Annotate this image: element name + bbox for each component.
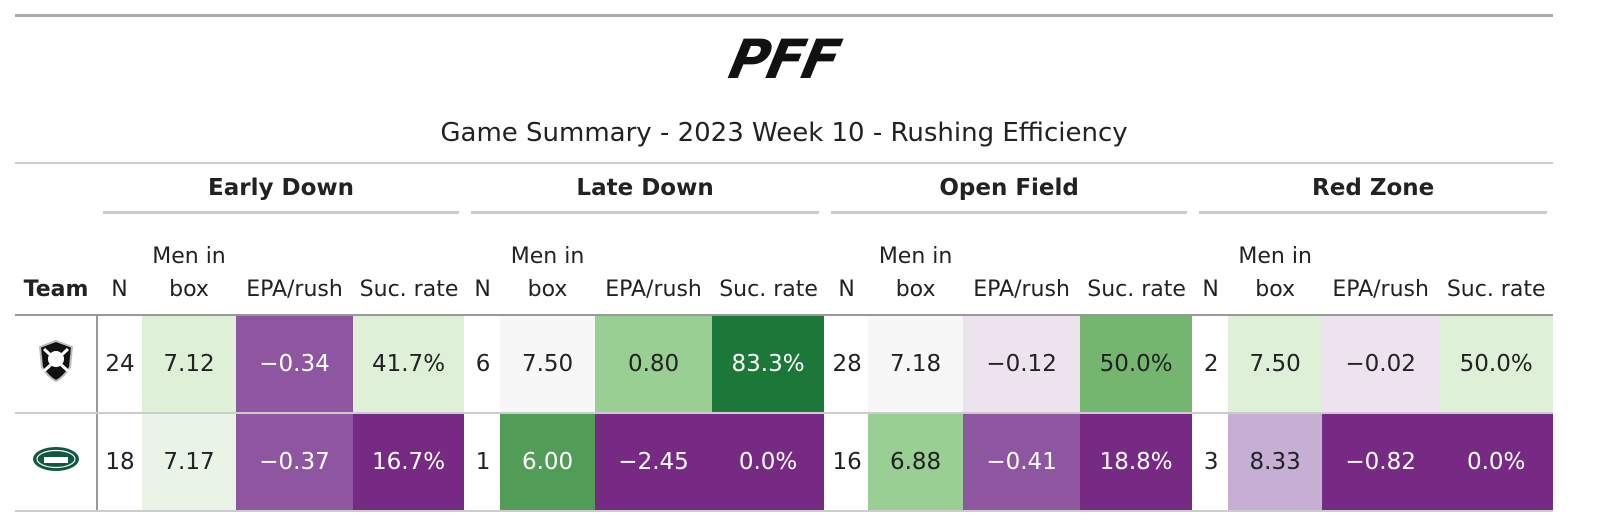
stat-cell: 6 (464, 315, 501, 414)
group-header: Late Down (465, 163, 825, 216)
stat-cell: 16.7% (353, 413, 466, 512)
title: Game Summary - 2023 Week 10 - Rushing Ef… (440, 118, 1128, 148)
stat-cell: 16 (824, 413, 869, 512)
stat-cell: −0.02 (1322, 315, 1440, 414)
column-header: Suc. rate (712, 216, 826, 316)
stat-cell: −0.12 (963, 315, 1081, 414)
team-row: 24 7.12 −0.34 41.7% 6 7.50 0.80 83.3% 28 7.18 −0.1… (15, 315, 1554, 414)
stat-cell: 18.8% (1080, 413, 1194, 512)
summary: PFF Game Summary - 2023 Week 10 - Rushin… (15, 14, 1554, 512)
stat-cell: 50.0% (1080, 315, 1194, 414)
stat-cell: 83.3% (712, 315, 826, 414)
group-header: Red Zone (1193, 163, 1553, 216)
column-header: EPA/rush (236, 216, 353, 316)
stat-cell: 7.18 (868, 315, 964, 414)
column-header: EPA/rush (1322, 216, 1440, 316)
stat-cell: 0.0% (1439, 413, 1554, 512)
team-logo (38, 339, 73, 383)
stat-cell: 18 (97, 413, 142, 512)
stat-cell: 2 (1192, 315, 1229, 414)
column-header: N (97, 216, 142, 316)
group-label: Red Zone (1199, 167, 1548, 214)
stat-cell: 41.7% (353, 315, 466, 414)
stat-cell: −0.82 (1322, 413, 1440, 512)
column-header: Men in box (142, 216, 236, 316)
column-header: Suc. rate (353, 216, 466, 316)
stat-cell: 28 (824, 315, 869, 414)
stat-cell: 7.17 (142, 413, 236, 512)
team-logo-cell (15, 413, 98, 512)
group-row: Early Down Late Down Open Field Red Zone (15, 163, 1553, 216)
logo: PFF (723, 28, 845, 91)
stat-cell: 1 (464, 413, 501, 512)
stat-cell: −0.37 (236, 413, 353, 512)
column-header: EPA/rush (595, 216, 713, 316)
column-header: Suc. rate (1080, 216, 1194, 316)
group-label: Open Field (831, 167, 1188, 214)
team-header: Team (15, 216, 97, 316)
stat-cell: −2.45 (595, 413, 713, 512)
stat-cell: 6.88 (868, 413, 964, 512)
group-header: Open Field (825, 163, 1193, 216)
stat-cell: 0.0% (712, 413, 826, 512)
stat-cell: 6.00 (500, 413, 596, 512)
team-row: 18 7.17 −0.37 16.7% 1 6.00 −2.45 0.0% 16 6.88 −0.4… (15, 413, 1554, 512)
group-header: Early Down (97, 163, 465, 216)
stat-cell: 24 (97, 315, 142, 414)
group-label: Early Down (103, 167, 460, 214)
stat-cell: −0.34 (236, 315, 353, 414)
column-header: Men in box (1228, 216, 1323, 316)
stat-cell: 7.50 (500, 315, 596, 414)
column-header: Men in box (500, 216, 596, 316)
column-header: N (825, 216, 869, 316)
stat-cell: 3 (1192, 413, 1229, 512)
team-logo-cell (15, 315, 98, 414)
table: Early Down Late Down Open Field Red Zone Te… (15, 162, 1554, 512)
stat-cell: 8.33 (1228, 413, 1323, 512)
spacer (15, 163, 97, 216)
top-rule (15, 14, 1553, 17)
column-header: Men in box (868, 216, 964, 316)
column-row: Team N Men in box EPA/rush Suc. rate N Men in … (15, 216, 1554, 316)
stat-cell: 7.12 (142, 315, 236, 414)
stat-cell: 50.0% (1439, 315, 1554, 414)
stat-cell: 7.50 (1228, 315, 1323, 414)
column-header: N (465, 216, 501, 316)
group-label: Late Down (471, 167, 820, 214)
column-header: N (1193, 216, 1229, 316)
stat-cell: 0.80 (595, 315, 713, 414)
stat-cell: −0.41 (963, 413, 1081, 512)
column-header: Suc. rate (1439, 216, 1554, 316)
column-header: EPA/rush (963, 216, 1081, 316)
team-logo (31, 446, 80, 472)
